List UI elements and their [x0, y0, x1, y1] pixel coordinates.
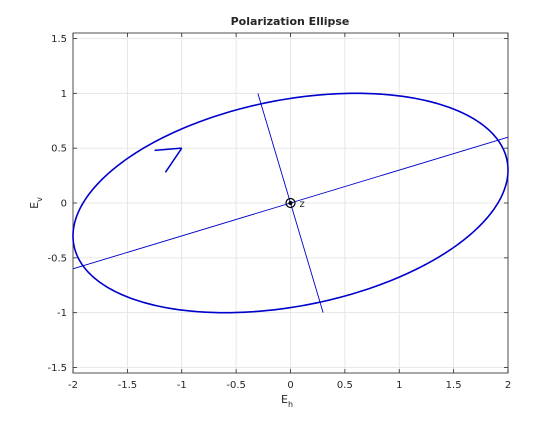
y-axis-label-sub: v — [35, 197, 44, 202]
y-axis-label-main: E — [28, 202, 41, 209]
y-tick-label: -0.5 — [47, 253, 67, 264]
origin-ring — [285, 197, 296, 209]
y-tick-label: 0 — [61, 199, 67, 210]
series: z — [72, 92, 509, 314]
y-tick-label: 1 — [61, 89, 67, 100]
y-axis-label: Ev — [28, 197, 44, 209]
x-axis-label-sub: h — [288, 400, 293, 409]
y-tick-label: -1 — [57, 308, 67, 319]
y-tick-label: 1.5 — [51, 34, 67, 45]
x-tick-label: 1.5 — [446, 380, 462, 391]
ellipse-curve — [72, 92, 509, 314]
x-tick-label: 1 — [396, 380, 402, 391]
y-tick-label: -1.5 — [47, 363, 67, 374]
x-axis-label-main: E — [281, 393, 288, 406]
x-tick-label: -2 — [68, 380, 78, 391]
chart-title: Polarization Ellipse — [231, 15, 350, 28]
x-tick-label: 0.5 — [337, 380, 353, 391]
origin-dot — [288, 201, 293, 205]
x-tick-label: -0.5 — [226, 380, 246, 391]
ticks: -2 -1.5 -1 -0.5 0 0.5 1 1.5 2-1.5-1-0.500.511.5 — [47, 33, 511, 391]
x-tick-label: -1.5 — [118, 380, 138, 391]
origin-label: z — [300, 199, 305, 210]
x-axis-label: Eh — [281, 393, 293, 409]
y-tick-label: 0.5 — [51, 144, 67, 155]
x-tick-label: 2 — [505, 380, 511, 391]
x-tick-label: 0 — [287, 380, 293, 391]
direction-arrow-barb — [164, 147, 183, 173]
x-tick-label: -1 — [177, 380, 187, 391]
direction-arrow-barb — [154, 147, 182, 152]
